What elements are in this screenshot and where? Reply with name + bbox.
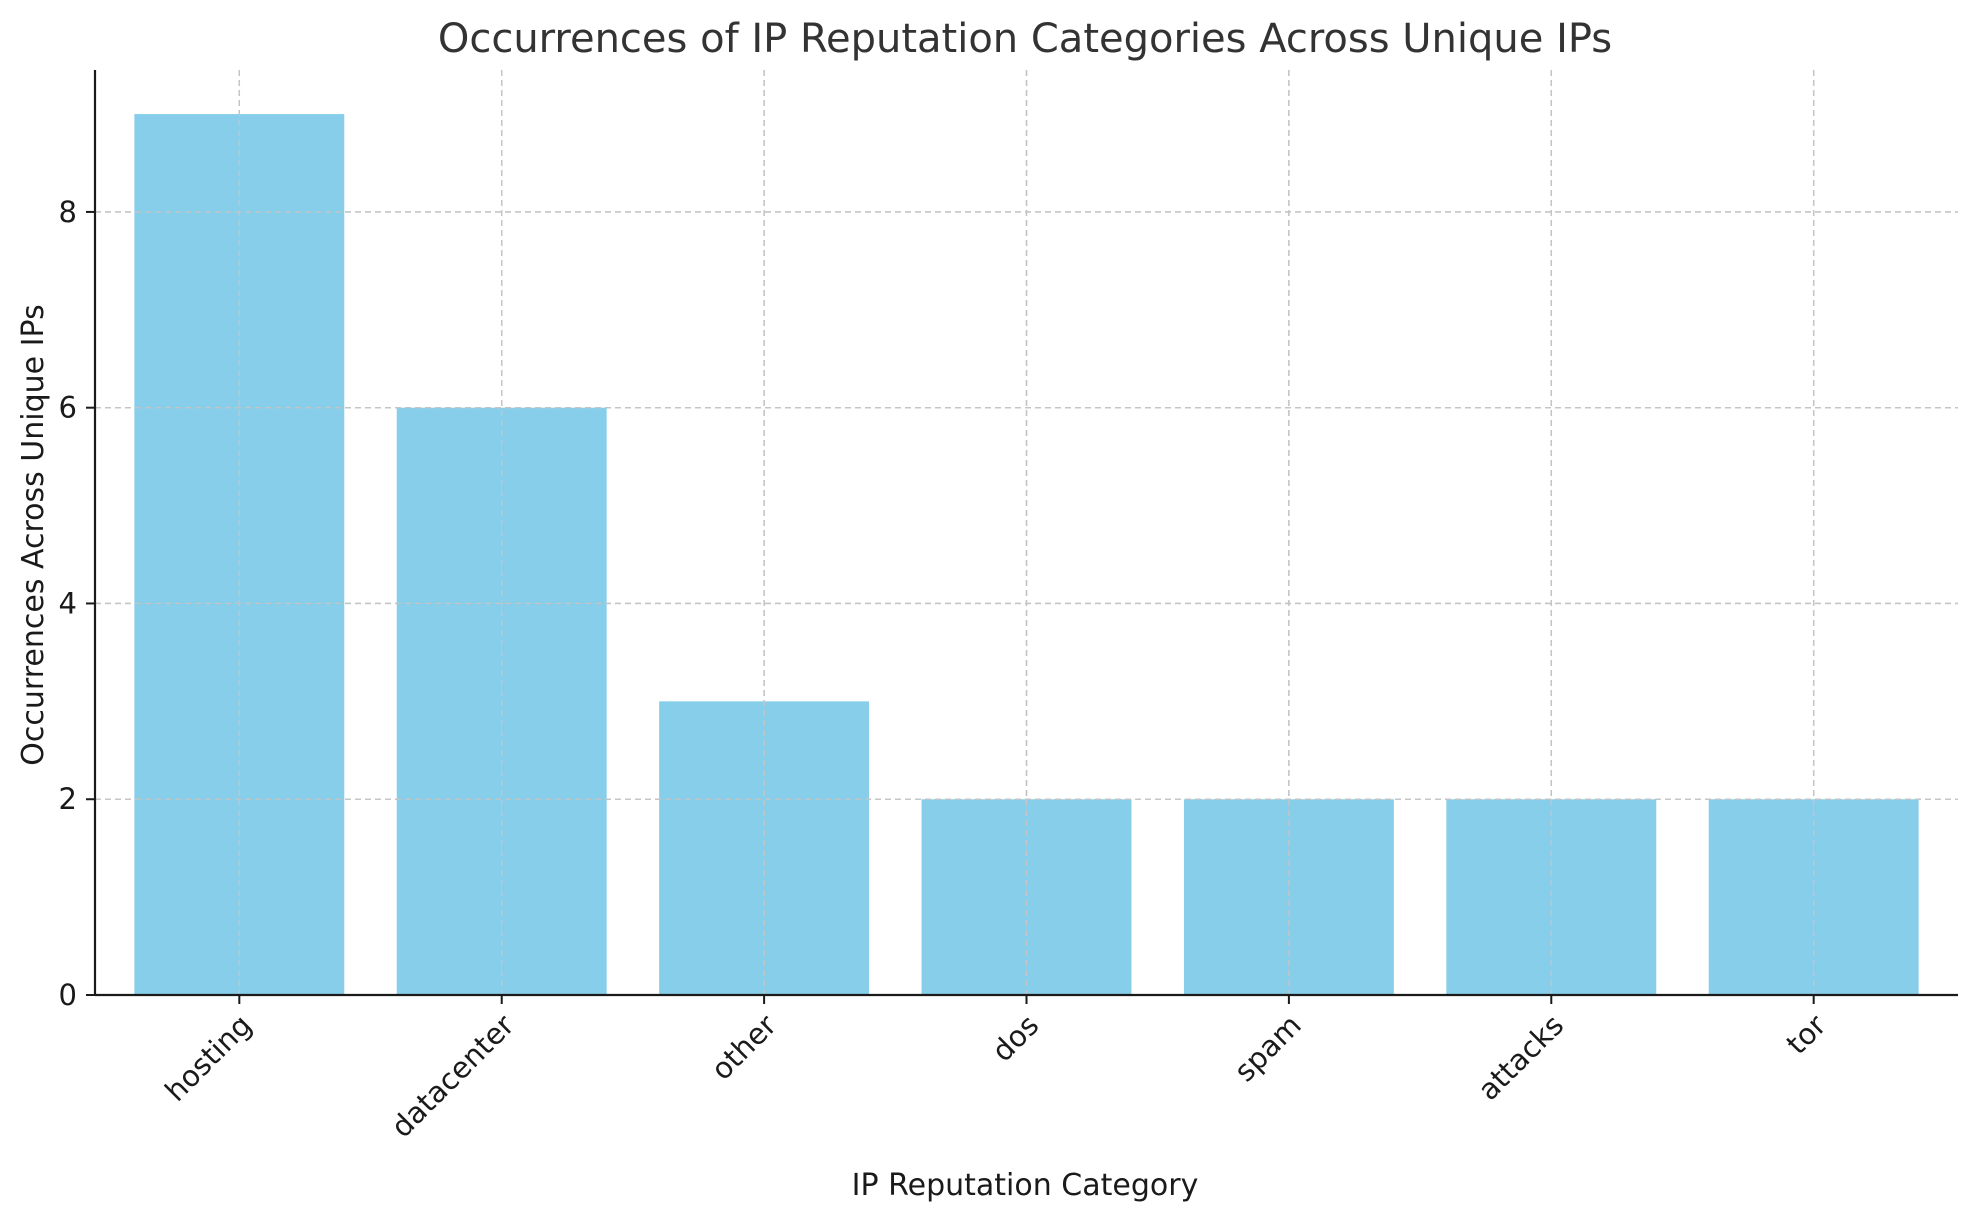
axes xyxy=(86,70,1958,1004)
x-axis-label: IP Reputation Category xyxy=(852,1168,1199,1203)
x-tick-label-datacenter: datacenter xyxy=(384,1008,520,1144)
x-tick-label-tor: tor xyxy=(1780,1008,1833,1061)
y-tick-label-2: 4 xyxy=(59,586,77,620)
x-tick-label-attacks: attacks xyxy=(1471,1008,1570,1107)
x-tick-label-hosting: hosting xyxy=(158,1008,258,1108)
y-tick-label-0: 0 xyxy=(59,978,77,1012)
y-tick-label-3: 6 xyxy=(59,391,77,425)
y-axis-label: Occurrences Across Unique IPs xyxy=(16,304,51,765)
x-tick-label-spam: spam xyxy=(1228,1008,1308,1088)
x-tick-label-other: other xyxy=(704,1008,783,1087)
y-tick-label-1: 2 xyxy=(59,782,77,816)
y-tick-label-4: 8 xyxy=(59,195,77,229)
x-tick-label-dos: dos xyxy=(985,1008,1045,1068)
chart-title: Occurrences of IP Reputation Categories … xyxy=(438,16,1612,62)
grid-overlay xyxy=(95,70,1958,995)
